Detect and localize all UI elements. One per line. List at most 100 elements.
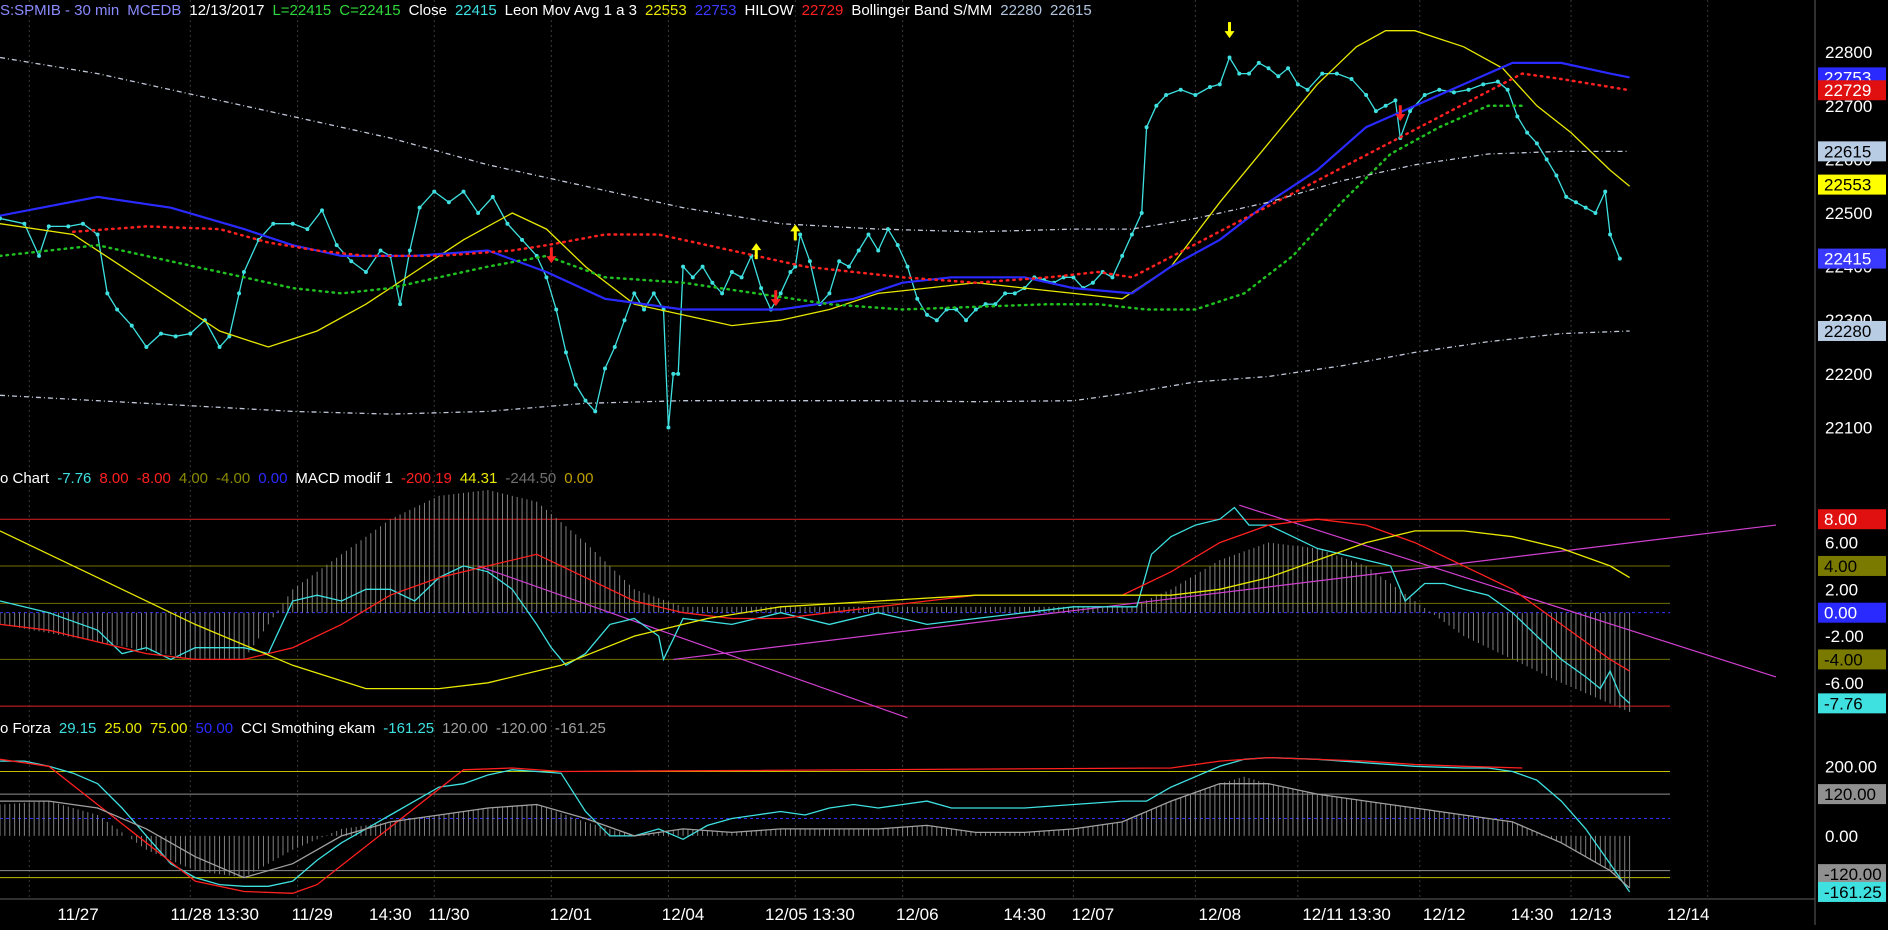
price-close-marker: [1144, 125, 1149, 130]
price-close-marker: [129, 323, 134, 328]
price-close-marker: [1266, 66, 1271, 71]
macd-value-tag: [1818, 602, 1886, 623]
price-close-marker: [1373, 109, 1378, 114]
price-header-item: 22729: [802, 2, 844, 19]
price-close-marker: [1564, 194, 1569, 199]
price-close-marker: [1334, 71, 1339, 76]
macd-header-item: 8.00: [99, 470, 128, 487]
price-close-marker: [1178, 87, 1183, 92]
price-close-marker: [1247, 71, 1252, 76]
cci-panel[interactable]: o Forza 29.15 25.00 75.00 50.00 CCI Smothing …: [0, 720, 1886, 902]
price-close-marker: [544, 275, 549, 280]
price-close-marker: [778, 291, 783, 296]
price-close-marker: [115, 307, 120, 312]
price-close-marker: [729, 269, 734, 274]
price-close-marker: [22, 221, 27, 226]
price-close-marker: [461, 189, 466, 194]
macd-series-cyan: [0, 506, 1631, 704]
time-axis-label: 12/11 13:30: [1302, 905, 1391, 924]
price-ytick-label: 22200: [1825, 365, 1872, 384]
price-header-item: 22280: [1000, 2, 1042, 19]
price-close-marker: [1012, 291, 1017, 296]
price-close-marker: [603, 366, 607, 371]
price-series-bollinger-upper: [0, 56, 1630, 233]
price-close-marker: [788, 269, 793, 274]
price-header-item: S:SPMIB - 30 min: [0, 2, 119, 19]
price-close-marker: [671, 371, 676, 376]
price-close-marker: [37, 253, 42, 258]
price-close-marker: [934, 318, 939, 323]
price-close-marker: [632, 291, 637, 296]
price-close-marker: [80, 221, 85, 226]
price-close-marker: [1617, 256, 1622, 261]
price-close-marker: [490, 194, 495, 199]
macd-trendline[interactable]: [1239, 504, 1777, 678]
price-close-marker: [1515, 114, 1520, 119]
macd-value-tag: [1818, 509, 1886, 530]
price-close-marker: [1217, 82, 1222, 87]
signal-up-arrowhead: [751, 243, 762, 251]
cci-header-item: 120.00: [442, 720, 488, 737]
price-close-marker: [563, 350, 568, 355]
price-close-marker: [642, 307, 647, 312]
price-close-marker: [1525, 130, 1530, 135]
price-close-marker: [1364, 93, 1369, 98]
price-close-marker: [1593, 211, 1598, 216]
price-value-tag-label: 22553: [1824, 176, 1871, 195]
cci-header-item: -161.25: [383, 720, 434, 737]
price-close-marker: [1286, 66, 1291, 71]
macd-ytick-label: 2.00: [1825, 580, 1858, 599]
price-panel[interactable]: S:SPMIB - 30 min MCEDB 12/13/2017 L=22415 C=…: [0, 2, 1886, 437]
price-close-marker: [1276, 74, 1281, 79]
time-axis-label: 14:30: [369, 905, 412, 924]
price-close-marker: [866, 232, 871, 237]
price-close-marker: [676, 371, 681, 376]
macd-header-item: 44.31: [460, 470, 498, 487]
price-close-marker: [1534, 141, 1539, 146]
price-close-marker: [554, 307, 559, 312]
macd-trendline[interactable]: [477, 565, 908, 719]
time-axis-label: 11/27: [57, 905, 98, 924]
price-close-marker: [1451, 90, 1456, 95]
price-close-marker: [837, 259, 842, 264]
price-value-tag: [1818, 80, 1886, 101]
price-close-marker: [1071, 275, 1076, 280]
cci-value-tag-label: -120.00: [1824, 865, 1882, 884]
price-header-item: Leon Mov Avg 1 a 3: [505, 2, 637, 19]
price-close-marker: [905, 264, 910, 269]
macd-header-item: -4.00: [216, 470, 250, 487]
price-close-marker: [1320, 71, 1325, 76]
price-close-marker: [622, 318, 627, 323]
price-close-marker: [159, 331, 164, 336]
price-close-marker: [1603, 189, 1608, 194]
price-close-marker: [1495, 79, 1500, 84]
price-close-marker: [856, 248, 861, 253]
macd-value-tag: [1818, 555, 1886, 576]
time-axis-label: 14:30: [1511, 905, 1554, 924]
macd-panel[interactable]: o Chart -7.76 8.00 -8.00 4.00 -4.00 0.00 MACD m…: [0, 470, 1886, 719]
price-close-marker: [1193, 93, 1198, 98]
price-value-tag-label: 22615: [1824, 142, 1871, 161]
price-close-marker: [827, 291, 832, 296]
macd-value-tag-label: 0.00: [1824, 604, 1857, 623]
signal-down-arrowhead: [546, 256, 557, 264]
macd-value-tag-label: 4.00: [1824, 557, 1857, 576]
price-value-tag: [1818, 248, 1886, 269]
macd-trendline[interactable]: [673, 524, 1777, 661]
price-series-bollinger-lower: [0, 330, 1630, 415]
price-header-item: HILOW: [744, 2, 794, 19]
price-ytick-label: 22700: [1825, 97, 1872, 116]
macd-header-item: -7.76: [57, 470, 91, 487]
price-header-item: Close: [409, 2, 447, 19]
cci-value-tag: [1818, 784, 1886, 805]
price-close-marker: [983, 302, 988, 307]
price-close-marker: [173, 334, 178, 339]
macd-value-tag: [1818, 693, 1886, 714]
macd-header-item: 4.00: [179, 470, 208, 487]
price-header-item: 22415: [455, 2, 497, 19]
price-value-tag: [1818, 174, 1886, 195]
time-axis-label: 12/01: [550, 905, 593, 924]
price-close-marker: [739, 275, 744, 280]
